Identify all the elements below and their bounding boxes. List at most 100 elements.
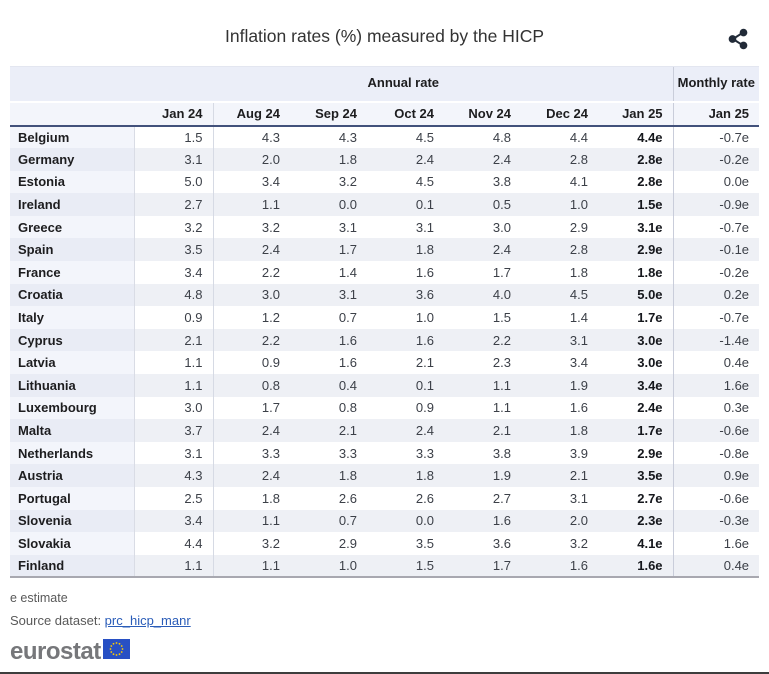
table-row-croatia: Croatia 4.8 3.0 3.1 3.6 4.0 4.5 5.0e 0.2e (10, 283, 760, 307)
table-row-portugal: Portugal 2.5 1.8 2.6 2.6 2.7 3.1 2.7e -0.6e (10, 487, 760, 510)
value-cell: 3.3 (367, 441, 444, 465)
table-row-belgium: Belgium 1.5 4.3 4.3 4.5 4.8 4.4 4.4e -0.7e (10, 125, 760, 149)
country-label: France (10, 261, 135, 284)
group-header-row: Annual rate Monthly rate (10, 66, 760, 103)
value-cell: 2.7 (444, 487, 521, 510)
value-cell: 3.2 (290, 170, 367, 194)
value-cell: 2.4 (444, 148, 521, 171)
eurostat-logo[interactable]: eurostat (10, 639, 759, 664)
corner-cell (10, 101, 134, 127)
value-cell: 1.1 (134, 351, 214, 375)
value-cell: 3.4 (134, 509, 214, 533)
country-label: Spain (10, 238, 135, 262)
value-cell-monthly: -0.9e (672, 193, 760, 216)
value-cell: 0.9 (134, 306, 214, 329)
value-cell: 0.1 (367, 374, 444, 397)
value-cell: 1.8 (521, 419, 598, 442)
value-cell-monthly: -0.6e (672, 487, 760, 510)
column-header-nov-24: Nov 24 (444, 101, 521, 127)
table-row-slovakia: Slovakia 4.4 3.2 2.9 3.5 3.6 3.2 4.1e 1.6e (10, 532, 760, 555)
source-dataset-link[interactable]: prc_hicp_manr (104, 613, 191, 629)
value-cell: 1.5 (134, 125, 214, 149)
value-cell-jan25: 2.9e (598, 441, 674, 465)
value-cell: 1.4 (290, 261, 367, 284)
value-cell: 4.3 (290, 125, 367, 149)
value-cell: 1.8 (290, 464, 367, 487)
value-cell: 3.2 (213, 215, 290, 239)
value-cell: 2.1 (290, 419, 367, 442)
value-cell-monthly: 0.3e (672, 396, 760, 420)
value-cell: 3.0 (444, 215, 521, 239)
value-cell-monthly: 1.6e (672, 374, 760, 397)
value-cell: 2.4 (213, 238, 290, 262)
value-cell-monthly: -0.1e (672, 238, 760, 262)
value-cell: 3.8 (444, 170, 521, 194)
column-header-row: Jan 24 Aug 24 Sep 24 Oct 24 Nov 24 Dec 24 Jan … (10, 101, 760, 127)
value-cell: 1.7 (290, 238, 367, 262)
value-cell: 1.0 (367, 306, 444, 329)
value-cell-jan25: 1.5e (598, 193, 674, 216)
value-cell-monthly: 0.4e (672, 351, 760, 375)
value-cell: 3.2 (521, 532, 598, 555)
value-cell: 3.5 (134, 238, 214, 262)
value-cell-jan25: 3.0e (598, 351, 674, 375)
value-cell: 1.1 (444, 396, 521, 420)
value-cell: 2.8 (521, 238, 598, 262)
value-cell: 2.0 (521, 509, 598, 533)
country-label: Slovakia (10, 532, 135, 555)
value-cell: 2.1 (367, 351, 444, 375)
value-cell: 1.1 (213, 509, 290, 533)
value-cell: 1.9 (444, 464, 521, 487)
table-row-latvia: Latvia 1.1 0.9 1.6 2.1 2.3 3.4 3.0e 0.4e (10, 351, 760, 375)
value-cell: 3.3 (290, 441, 367, 465)
value-cell-jan25: 2.8e (598, 148, 674, 171)
value-cell-monthly: -0.6e (672, 419, 760, 442)
value-cell-monthly: -1.4e (672, 328, 760, 352)
table-row-spain: Spain 3.5 2.4 1.7 1.8 2.4 2.8 2.9e -0.1e (10, 238, 760, 262)
table-row-netherlands: Netherlands 3.1 3.3 3.3 3.3 3.8 3.9 2.9e -0.8e (10, 441, 760, 465)
table-row-luxembourg: Luxembourg 3.0 1.7 0.8 0.9 1.1 1.6 2.4e 0.3e (10, 396, 760, 420)
value-cell: 1.9 (521, 374, 598, 397)
value-cell-jan25: 4.4e (598, 125, 674, 149)
value-cell: 2.2 (444, 328, 521, 352)
country-label: Croatia (10, 283, 135, 307)
annual-rate-header: Annual rate (134, 66, 674, 103)
eu-flag-icon (102, 639, 130, 664)
value-cell: 2.6 (290, 487, 367, 510)
column-header-oct-24: Oct 24 (367, 101, 444, 127)
value-cell: 1.1 (134, 374, 214, 397)
value-cell: 4.3 (134, 464, 214, 487)
value-cell-jan25: 3.5e (598, 464, 674, 487)
value-cell: 3.1 (290, 283, 367, 307)
value-cell: 1.1 (444, 374, 521, 397)
value-cell: 0.8 (213, 374, 290, 397)
value-cell: 2.4 (444, 238, 521, 262)
monthly-rate-header: Monthly rate (672, 66, 760, 103)
table-row-france: France 3.4 2.2 1.4 1.6 1.7 1.8 1.8e -0.2e (10, 261, 760, 284)
value-cell: 4.0 (444, 283, 521, 307)
value-cell: 1.1 (213, 193, 290, 216)
value-cell: 1.8 (521, 261, 598, 284)
table-row-finland: Finland 1.1 1.1 1.0 1.5 1.7 1.6 1.6e 0.4e (10, 554, 760, 579)
value-cell: 4.5 (521, 283, 598, 307)
value-cell: 3.1 (367, 215, 444, 239)
value-cell: 0.8 (290, 396, 367, 420)
value-cell: 0.9 (367, 396, 444, 420)
value-cell: 1.8 (367, 464, 444, 487)
value-cell-monthly: -0.2e (672, 261, 760, 284)
country-label: Lithuania (10, 374, 135, 397)
value-cell: 1.4 (521, 306, 598, 329)
source-label: Source dataset: (10, 613, 105, 629)
country-label: Finland (10, 554, 135, 579)
value-cell-monthly: -0.7e (672, 306, 760, 329)
value-cell: 3.6 (367, 283, 444, 307)
value-cell: 3.0 (134, 396, 214, 420)
value-cell-jan25: 2.8e (598, 170, 674, 194)
country-label: Latvia (10, 351, 135, 375)
column-header-aug-24: Aug 24 (213, 101, 290, 127)
share-button[interactable] (726, 27, 750, 51)
value-cell: 0.4 (290, 374, 367, 397)
value-cell-monthly: -0.8e (672, 441, 760, 465)
share-icon (727, 28, 749, 54)
value-cell: 2.7 (134, 193, 214, 216)
